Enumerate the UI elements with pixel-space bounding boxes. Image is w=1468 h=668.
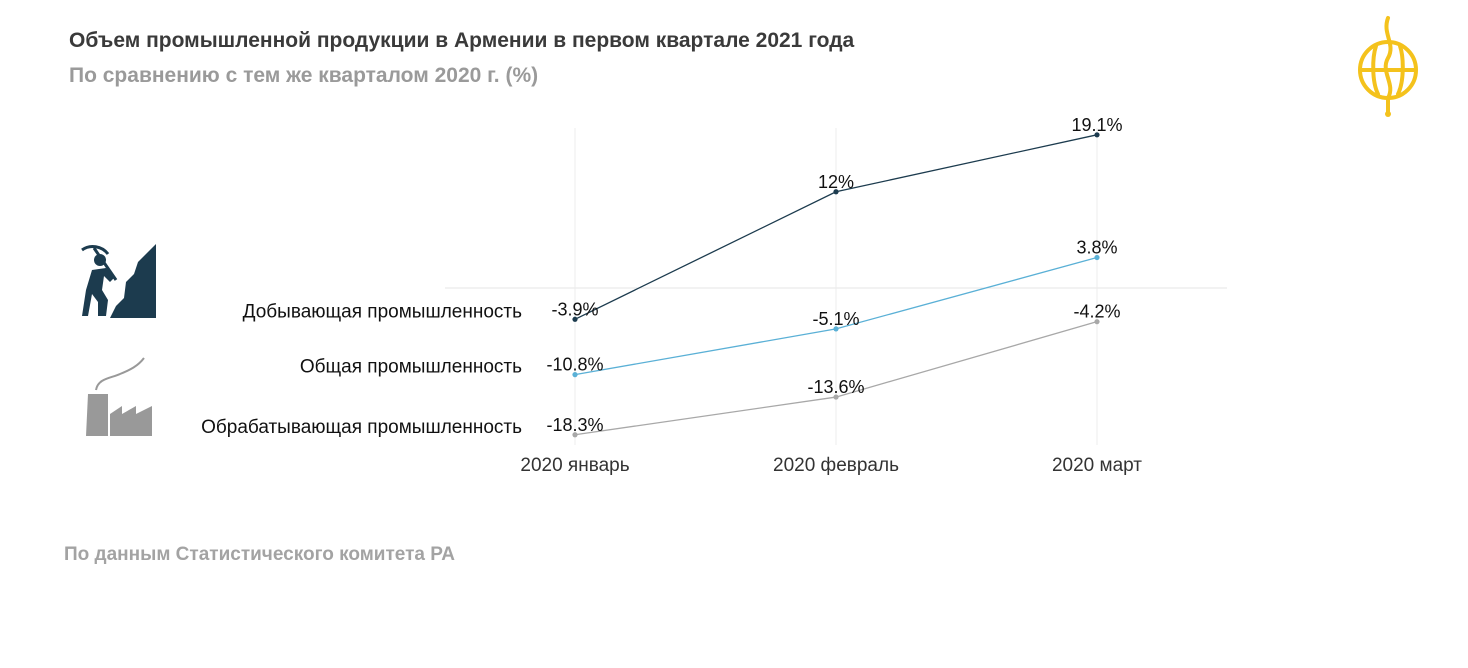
x-tick-label: 2020 март (1052, 455, 1142, 476)
chart-title: Объем промышленной продукции в Армении в… (69, 29, 855, 52)
x-tick-label: 2020 январь (520, 455, 629, 476)
series-name-label: Добывающая промышленность (243, 301, 522, 322)
data-point (833, 394, 839, 400)
logo-icon (1358, 16, 1418, 117)
series-lines: -3.9% 12% 19.1% -10.8% -5.1% 3.8% -18.3% -13.6%… (546, 115, 1123, 438)
chart-grid (445, 128, 1227, 445)
data-point (1094, 132, 1100, 138)
data-label: -13.6% (807, 377, 864, 397)
chart-subtitle: По сравнению с тем же кварталом 2020 г. … (69, 64, 539, 87)
data-point (833, 189, 839, 195)
series-name-label: Обрабатывающая промышленность (201, 417, 522, 438)
data-point (572, 372, 578, 378)
data-label: -4.2% (1073, 302, 1120, 322)
data-point (572, 432, 578, 438)
series-name-label: Общая промышленность (300, 357, 522, 378)
data-label: -18.3% (546, 415, 603, 435)
x-tick-label: 2020 февраль (773, 455, 899, 476)
data-label: -10.8% (546, 355, 603, 375)
x-axis-ticks: 2020 январь 2020 февраль 2020 март (520, 455, 1142, 476)
data-point (1094, 254, 1100, 261)
miner-icon (81, 244, 156, 318)
data-label: 19.1% (1071, 115, 1122, 135)
source-note: По данным Статистического комитета РА (64, 544, 455, 565)
data-point (572, 316, 578, 322)
data-label: -5.1% (812, 309, 859, 329)
data-label: -3.9% (551, 299, 598, 319)
data-point (833, 326, 839, 332)
data-label: 3.8% (1076, 238, 1117, 258)
data-label: 12% (818, 172, 854, 192)
data-point (1094, 319, 1100, 325)
factory-icon (86, 357, 152, 436)
series-labels: Добывающая промышленность Общая промышлен… (201, 301, 522, 437)
